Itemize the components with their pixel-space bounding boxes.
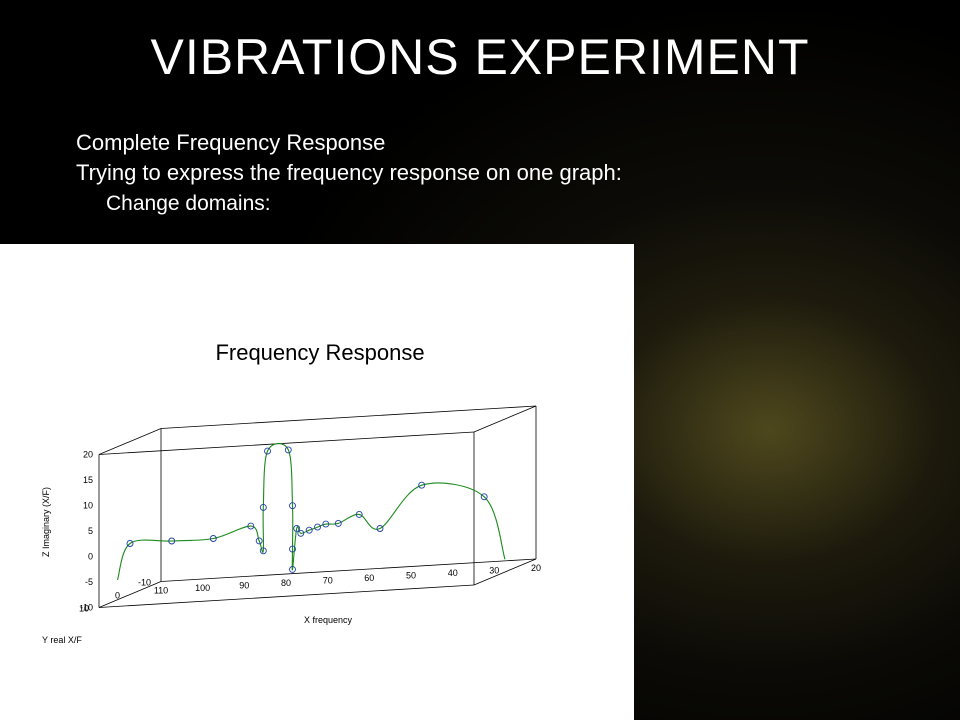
bullet-line-2: Trying to express the frequency response…: [76, 160, 622, 185]
z-tick-label: 5: [88, 526, 93, 536]
data-point: [259, 503, 267, 511]
data-point: [259, 547, 267, 555]
data-point: [418, 481, 426, 489]
x-axis-label: X frequency: [304, 615, 353, 625]
frequency-response-chart: Frequency Response 110 100 90 80 70 60 50 40 30 2…: [41, 340, 541, 645]
data-point: [126, 540, 134, 547]
data-point: [480, 493, 488, 501]
x-tick-label: 40: [448, 568, 458, 578]
series-marker-layer: [126, 446, 488, 573]
y-tick-label: 10: [79, 604, 89, 614]
z-tick-label: 10: [83, 501, 93, 511]
axes-box: [98, 405, 537, 608]
x-tick-label: 90: [239, 581, 249, 591]
data-point: [209, 535, 217, 542]
box-edge: [473, 558, 537, 586]
z-tick-label: 15: [83, 475, 93, 485]
data-point: [293, 524, 301, 532]
data-point: [355, 510, 363, 518]
chart-title: Frequency Response: [215, 340, 424, 365]
x-tick-label: 70: [323, 576, 333, 586]
data-point: [264, 447, 271, 455]
x-tick-label: 50: [406, 571, 416, 581]
data-point: [334, 519, 342, 527]
x-tick-label: 20: [531, 563, 541, 573]
slide-title: VIBRATIONS EXPERIMENT: [150, 29, 810, 85]
data-point: [284, 446, 292, 454]
x-tick-label: 80: [281, 578, 291, 588]
y-tick-label: -10: [138, 578, 151, 588]
data-point: [289, 545, 296, 553]
x-tick-label: 100: [195, 583, 210, 593]
chart-panel: Frequency Response 110 100 90 80 70 60 50 40 30 2…: [0, 244, 634, 720]
z-tick-label: 0: [88, 552, 93, 562]
x-tick-label: 30: [489, 566, 499, 576]
data-point: [314, 523, 321, 531]
box-edge: [98, 584, 475, 608]
bullet-line-3: Change domains:: [106, 192, 271, 215]
box-edge: [98, 428, 162, 455]
z-axis-label: Z Imaginary (X/F): [41, 487, 51, 557]
data-point: [297, 529, 305, 537]
y-tick-label: 0: [115, 591, 120, 601]
box-edge: [160, 558, 537, 582]
data-point: [247, 522, 255, 530]
series-curve-layer: [116, 442, 506, 581]
data-point: [168, 537, 176, 545]
box-edge: [98, 431, 475, 455]
data-point: [289, 565, 296, 573]
data-point: [255, 537, 263, 545]
x-tick-label: 60: [364, 573, 374, 583]
series-line: [116, 442, 506, 581]
z-tick-label: 20: [83, 450, 93, 460]
data-point: [322, 520, 330, 528]
box-edge: [473, 405, 537, 433]
x-tick-label: 110: [154, 586, 168, 596]
box-edge: [98, 581, 162, 608]
box-edge: [160, 405, 537, 429]
bullet-line-1: Complete Frequency Response: [76, 130, 386, 155]
data-point: [376, 525, 384, 532]
y-axis-label: Y real X/F: [42, 635, 82, 645]
z-tick-label: -5: [85, 577, 93, 587]
z-tick-label: -10: [80, 603, 93, 613]
data-point: [289, 502, 296, 510]
tick-label-layer: 110 100 90 80 70 60 50 40 30 2020151050-5-10-1001…: [79, 450, 541, 614]
data-point: [305, 526, 313, 534]
